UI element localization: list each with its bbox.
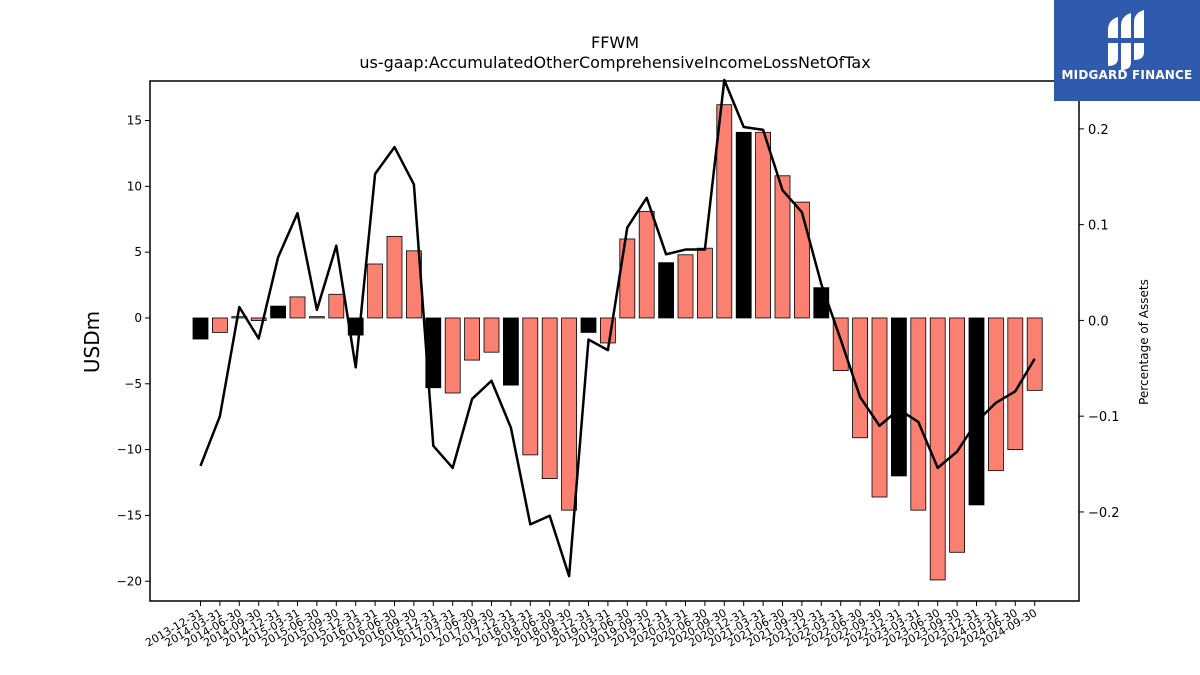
bar-2016-06-30 [386, 235, 403, 319]
bar-2015-03-31 [289, 296, 306, 319]
bar-2024-06-30 [1007, 317, 1024, 451]
bar-2024-03-31 [988, 317, 1004, 472]
brand-mark-icon [1106, 10, 1146, 70]
percentage-of-assets-line [199, 78, 1036, 578]
bar-2023-06-30 [929, 317, 946, 581]
bar-2024-09-30 [1026, 317, 1043, 391]
y-tick-label: −15 [117, 508, 142, 522]
bar-2017-12-31 [502, 317, 519, 386]
y2-tick-label: −0.1 [1088, 410, 1120, 425]
bar-2023-03-31 [910, 317, 927, 511]
y-tick-label: −5 [124, 377, 142, 391]
bar-2014-09-30 [250, 317, 267, 321]
y-tick-label: 10 [127, 179, 142, 193]
bar-2023-09-30 [949, 317, 965, 553]
bar-2017-09-30 [483, 317, 500, 353]
bar-2020-09-30 [716, 104, 733, 319]
line-layer [199, 78, 1036, 578]
y-tick-label: 15 [127, 113, 142, 127]
bar-2023-12-31 [968, 317, 985, 506]
bar-2014-12-31 [270, 305, 287, 319]
bar-2018-03-31 [522, 317, 539, 456]
brand-name: MIDGARD FINANCE [1061, 68, 1193, 82]
y2-tick-label: 0.1 [1088, 219, 1109, 234]
chart-title: FFWM [591, 33, 639, 52]
y-tick-label: 0 [134, 311, 142, 325]
bar-2020-12-31 [735, 131, 752, 319]
bar-2021-06-30 [774, 175, 791, 319]
bar-2017-06-30 [464, 317, 481, 361]
y2-tick-label: −0.2 [1088, 506, 1120, 521]
y-tick-label: −10 [117, 443, 142, 457]
bar-2019-12-31 [658, 262, 674, 319]
bar-2014-03-31 [211, 317, 228, 333]
bar-2019-06-30 [619, 238, 636, 319]
bar-2015-09-30 [328, 293, 345, 319]
axes-layer: 151050−5−10−15−200.20.10.0−0.1−0.22013-1… [117, 113, 1120, 649]
bar-2020-03-31 [677, 254, 694, 319]
y2-axis-label: Percentage of Assets [1137, 279, 1151, 405]
bar-2020-06-30 [697, 247, 713, 319]
plot-frame [149, 80, 1080, 602]
bar-2019-09-30 [638, 210, 655, 319]
bars-layer [192, 104, 1043, 581]
bar-2022-09-30 [871, 317, 888, 498]
bar-2021-09-30 [794, 201, 810, 319]
bar-2016-03-31 [367, 263, 384, 319]
y-axis-label: USDm [80, 311, 104, 373]
bar-2017-03-31 [444, 317, 461, 394]
bar-2018-12-31 [580, 317, 597, 333]
y-tick-label: −20 [117, 574, 142, 588]
bar-2021-03-31 [755, 131, 771, 319]
bar-2022-12-31 [891, 317, 907, 477]
y-tick-label: 5 [134, 245, 142, 259]
y2-tick-label: 0.0 [1088, 314, 1109, 329]
y2-tick-label: 0.2 [1088, 123, 1109, 138]
brand-logo: MIDGARD FINANCE [1054, 0, 1200, 101]
bar-2018-06-30 [541, 317, 558, 479]
bar-2015-06-30 [308, 316, 325, 319]
bar-2013-12-31 [192, 317, 209, 340]
chart-subtitle: us-gaap:AccumulatedOtherComprehensiveInc… [359, 53, 870, 72]
bar-2018-09-30 [561, 317, 577, 511]
